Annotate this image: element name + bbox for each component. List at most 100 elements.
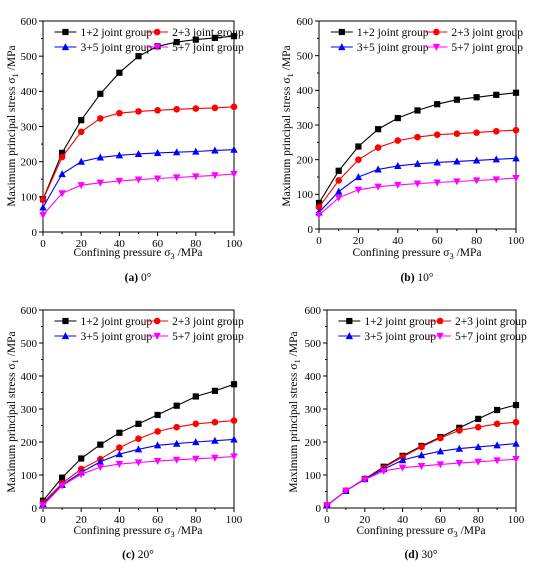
data-point bbox=[355, 156, 362, 163]
legend-label: 2+3 joint group bbox=[455, 316, 527, 328]
data-point bbox=[77, 182, 85, 190]
legend-marker bbox=[338, 43, 346, 51]
data-point bbox=[433, 158, 441, 166]
data-point bbox=[472, 156, 481, 164]
data-point bbox=[58, 482, 66, 490]
data-point bbox=[512, 456, 520, 464]
data-point bbox=[192, 36, 199, 43]
data-point bbox=[335, 194, 343, 202]
legend-marker bbox=[345, 332, 354, 340]
x-tick-label: 100 bbox=[226, 514, 243, 526]
legend-marker bbox=[436, 332, 444, 340]
data-point bbox=[512, 89, 520, 96]
data-point bbox=[115, 177, 124, 185]
x-axis-title-c: Confining pressure σ3 /MPa bbox=[74, 525, 203, 539]
data-point bbox=[492, 155, 500, 163]
plot-area-a: 0 100 200 300 400 500 600 0 20 40 60 80 100 1+2 joint… bbox=[21, 16, 245, 250]
data-point bbox=[453, 178, 461, 186]
legend-marker bbox=[153, 317, 161, 325]
data-point bbox=[211, 146, 219, 154]
y-axis-title-c: Maximum principal stress σ1 /MPa bbox=[6, 331, 20, 492]
data-point bbox=[39, 196, 47, 203]
data-point bbox=[335, 187, 343, 195]
data-point bbox=[116, 109, 123, 117]
data-point bbox=[436, 461, 445, 469]
data-point bbox=[211, 436, 219, 444]
data-point bbox=[433, 179, 441, 187]
data-point bbox=[323, 502, 331, 510]
data-point bbox=[335, 167, 342, 174]
data-point bbox=[134, 176, 143, 184]
legend-label: 5+7 joint group bbox=[172, 42, 244, 54]
data-point bbox=[97, 90, 104, 97]
data-point bbox=[230, 103, 238, 111]
panel-c: 0 100 200 300 400 500 600 0 20 40 60 80 100 1+2 joint… bbox=[6, 305, 244, 561]
data-point bbox=[154, 428, 161, 435]
data-point bbox=[475, 415, 482, 422]
x-tick-label: 60 bbox=[152, 238, 164, 250]
data-point bbox=[493, 441, 501, 449]
data-point bbox=[230, 417, 238, 424]
y-tick-label: 100 bbox=[21, 192, 38, 204]
data-point bbox=[78, 455, 85, 462]
y-tick-label: 500 bbox=[21, 51, 38, 63]
y-tick-label: 600 bbox=[21, 16, 38, 28]
legend-marker bbox=[61, 43, 70, 51]
caption-d: (d) 30° bbox=[404, 549, 437, 561]
data-point bbox=[173, 174, 181, 182]
x-tick-label: 0 bbox=[40, 514, 46, 526]
data-point bbox=[512, 401, 520, 409]
data-point bbox=[96, 179, 104, 187]
x-tick-label: 100 bbox=[226, 238, 243, 250]
data-point bbox=[433, 131, 441, 139]
legend-marker bbox=[436, 317, 444, 325]
x-tick-label: 20 bbox=[76, 514, 88, 526]
data-point bbox=[134, 150, 143, 158]
x-tick-label: 0 bbox=[40, 238, 46, 250]
data-point bbox=[97, 115, 104, 122]
data-point bbox=[380, 467, 388, 475]
legend-marker bbox=[62, 28, 69, 36]
y-tick-label: 300 bbox=[305, 404, 322, 416]
data-point bbox=[375, 126, 382, 133]
data-point bbox=[434, 101, 441, 108]
data-point bbox=[192, 393, 199, 400]
data-point bbox=[154, 107, 161, 114]
plot-area-c: 0 100 200 300 400 500 600 0 20 40 60 80 100 1+2 joint… bbox=[21, 305, 245, 526]
legend-label: 5+7 joint group bbox=[451, 42, 523, 54]
data-point bbox=[134, 445, 143, 453]
data-point bbox=[453, 157, 461, 165]
legend-label: 5+7 joint group bbox=[455, 331, 527, 343]
legend-label: 2+3 joint group bbox=[172, 27, 244, 39]
legend-marker bbox=[61, 332, 70, 340]
data-point bbox=[96, 153, 104, 161]
data-point bbox=[116, 429, 123, 436]
legend-marker bbox=[433, 28, 440, 36]
data-point bbox=[173, 402, 180, 409]
plot-area-d: 0 100 200 300 400 500 600 0 20 40 60 80 100 1+2 joint… bbox=[305, 305, 527, 526]
data-point bbox=[374, 165, 382, 173]
data-point bbox=[414, 107, 421, 114]
y-tick-label: 300 bbox=[21, 404, 38, 416]
y-axis-title-b: Maximum principal stress σ1 /MPa bbox=[281, 45, 295, 206]
x-tick-label: 20 bbox=[353, 235, 365, 247]
data-point bbox=[230, 33, 238, 40]
x-tick-label: 0 bbox=[324, 514, 330, 526]
x-axis-title-d: Confining pressure σ3 /MPa bbox=[357, 525, 486, 539]
data-point bbox=[512, 154, 520, 162]
data-point bbox=[211, 172, 219, 180]
panel-d: 0 100 200 300 400 500 600 0 20 40 60 80 100 1+2 joint… bbox=[288, 305, 527, 561]
data-point bbox=[78, 117, 85, 124]
y-tick-label: 0 bbox=[316, 503, 322, 515]
data-point bbox=[492, 176, 500, 184]
legend-marker bbox=[153, 332, 161, 340]
data-point bbox=[230, 170, 238, 178]
data-point bbox=[453, 130, 461, 137]
y-tick-label: 400 bbox=[297, 85, 314, 97]
data-point bbox=[77, 157, 85, 165]
data-point bbox=[494, 406, 501, 414]
data-point bbox=[394, 162, 402, 170]
data-point bbox=[135, 108, 142, 115]
x-tick-label: 60 bbox=[152, 514, 164, 526]
data-point bbox=[173, 423, 180, 431]
